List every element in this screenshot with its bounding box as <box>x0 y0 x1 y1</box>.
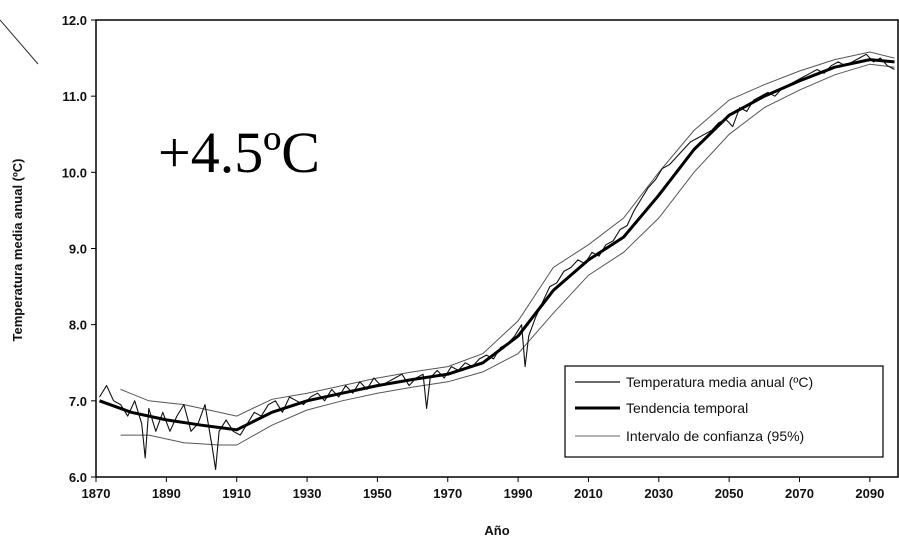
x-tick-label: 1970 <box>433 486 462 501</box>
legend-label-annual: Temperatura media anual (ºC) <box>626 374 813 390</box>
x-tick-label: 1990 <box>504 486 533 501</box>
ci-bound-line-upper <box>120 51 895 417</box>
x-tick-label: 1950 <box>363 486 392 501</box>
x-tick-label: 2070 <box>785 486 814 501</box>
legend-item-trend: Tendencia temporal <box>575 400 748 416</box>
y-axis-title: Temperatura media anual (ºC) <box>10 159 25 342</box>
x-tick-label: 1910 <box>222 486 251 501</box>
corner-scan-mark <box>0 19 39 65</box>
legend-label-trend: Tendencia temporal <box>626 400 748 416</box>
x-tick-label: 1930 <box>293 486 322 501</box>
y-tick-label: 7.0 <box>69 394 87 409</box>
ci-bound-line-lower <box>120 63 895 446</box>
y-tick-label: 8.0 <box>69 318 87 333</box>
x-axis-title: Año <box>484 523 509 538</box>
legend: Temperatura media anual (ºC) Tendencia t… <box>564 365 884 458</box>
legend-item-annual: Temperatura media anual (ºC) <box>575 374 813 390</box>
x-tick-label: 2010 <box>574 486 603 501</box>
y-tick-label: 12.0 <box>62 13 87 28</box>
x-tick-label: 2030 <box>644 486 673 501</box>
x-tick-label: 2050 <box>715 486 744 501</box>
trend-line <box>98 58 895 432</box>
y-tick-label: 9.0 <box>69 242 87 257</box>
x-tick-label: 2090 <box>855 486 884 501</box>
x-tick-label: 1890 <box>152 486 181 501</box>
y-tick-label: 10.0 <box>62 165 87 180</box>
legend-label-ci: Intervalo de confianza (95%) <box>626 428 804 444</box>
y-tick-label: 6.0 <box>69 470 87 485</box>
y-tick-label: 11.0 <box>62 89 87 104</box>
x-tick-label: 1870 <box>82 486 111 501</box>
legend-box <box>564 365 884 458</box>
legend-item-ci: Intervalo de confianza (95%) <box>575 428 804 444</box>
annotation-label: +4.5ºC <box>158 120 320 185</box>
